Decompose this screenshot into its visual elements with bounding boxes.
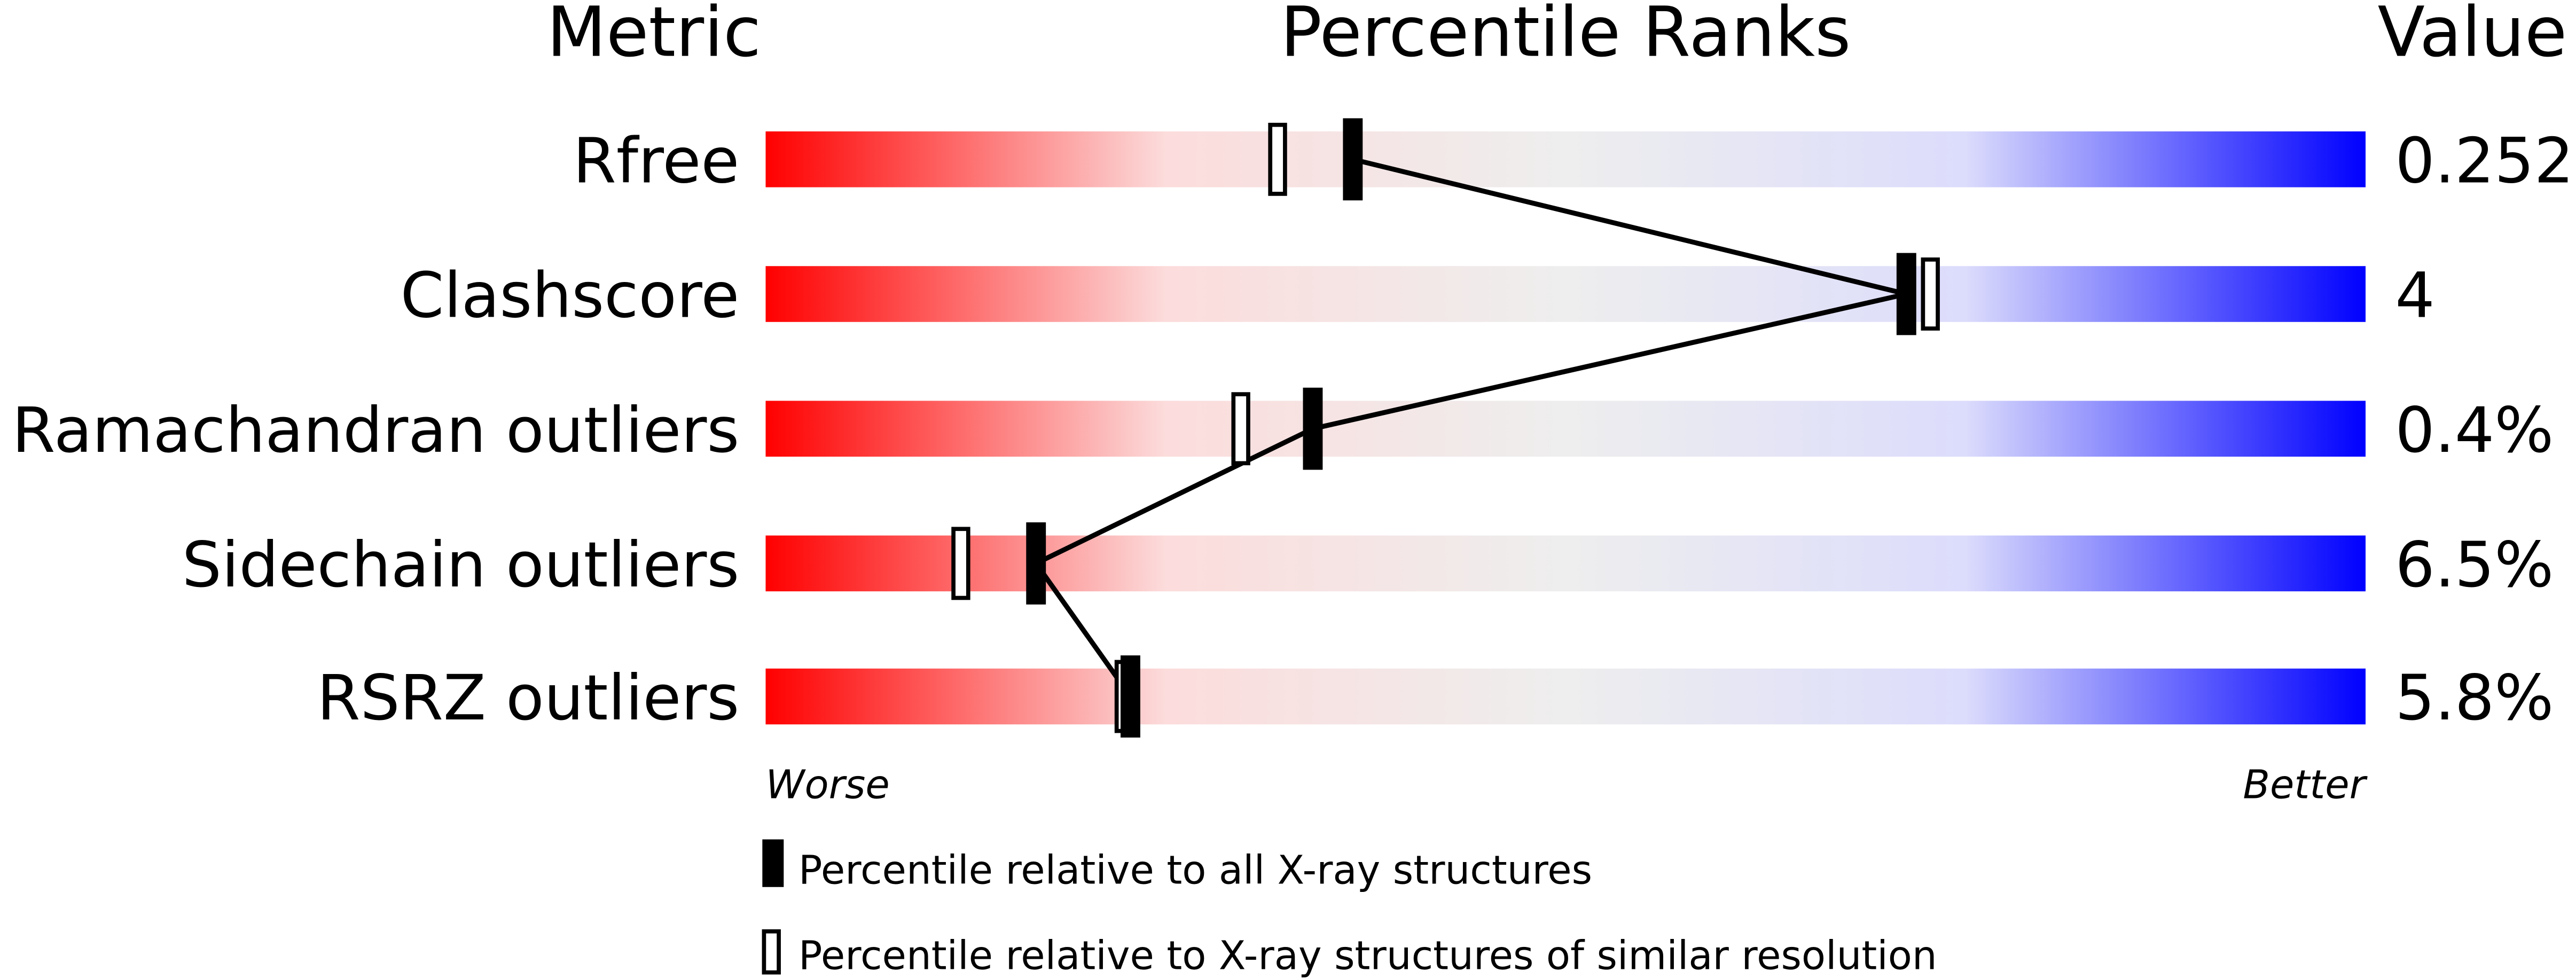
header-value: Value: [2378, 0, 2567, 73]
metric-value: 4: [2395, 260, 2434, 332]
marker-all-structures: [1896, 253, 1916, 335]
percentile-bar: [765, 535, 2366, 592]
legend-filled-marker: [762, 839, 784, 887]
legend-label-similar: Percentile relative to X-ray structures …: [798, 933, 1937, 979]
header-metric: Metric: [547, 0, 762, 73]
percentile-bar: [765, 266, 2366, 322]
marker-similar-resolution: [1231, 392, 1250, 466]
metric-label: Ramachandran outliers: [12, 394, 739, 467]
header-percentile-ranks: Percentile Ranks: [1280, 0, 1851, 73]
percentile-bar: [765, 401, 2366, 457]
marker-similar-resolution: [1921, 257, 1940, 331]
marker-all-structures: [1343, 118, 1363, 201]
metric-label: Clashscore: [401, 260, 740, 332]
marker-all-structures: [1026, 522, 1046, 605]
metric-label: Rfree: [573, 124, 740, 197]
metric-value: 0.252: [2395, 124, 2574, 197]
marker-similar-resolution: [1268, 122, 1287, 196]
marker-all-structures: [1121, 655, 1140, 738]
legend-label-all: Percentile relative to all X-ray structu…: [798, 848, 1592, 894]
marker-all-structures: [1303, 387, 1323, 470]
metric-label: Sidechain outliers: [182, 529, 739, 601]
metric-value: 0.4%: [2395, 394, 2554, 467]
percentile-bar: [765, 131, 2366, 187]
marker-similar-resolution: [951, 527, 970, 600]
metric-value: 6.5%: [2395, 529, 2554, 601]
metric-label: RSRZ outliers: [317, 662, 739, 734]
axis-label-worse: Worse: [765, 762, 889, 808]
percentile-bar: [765, 668, 2366, 725]
metric-value: 5.8%: [2395, 662, 2554, 734]
axis-label-better: Better: [2243, 762, 2368, 808]
legend-open-marker: [762, 929, 781, 975]
